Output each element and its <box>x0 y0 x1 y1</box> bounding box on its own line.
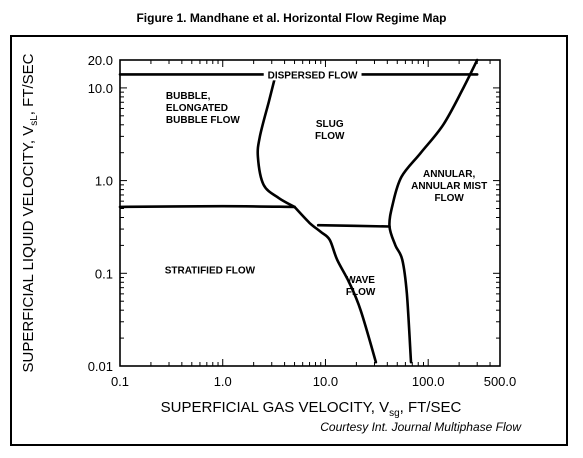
regime-boundary-line <box>316 223 391 228</box>
courtesy-note: Courtesy Int. Journal Multiphase Flow <box>320 420 522 434</box>
label-background <box>263 67 362 81</box>
y-tick-label: 20.0 <box>88 53 113 68</box>
x-tick-label: 10.0 <box>313 374 338 389</box>
x-axis-label: SUPERFICIAL GAS VELOCITY, Vsg, FT/SEC <box>161 399 462 419</box>
ticks-layer: 0.1 1.0 10.0 100.0 500.00.010.11.010.020.0 <box>88 53 517 389</box>
regime-label: FLOW <box>434 193 464 204</box>
x-tick-label: 100.0 <box>412 374 445 389</box>
x-tick-label: 1.0 <box>214 374 232 389</box>
regime-boundary-line <box>293 205 378 364</box>
y-tick-label: 0.1 <box>95 266 113 281</box>
regime-label: BUBBLE FLOW <box>166 115 240 126</box>
regime-label: SLUG <box>316 119 344 130</box>
regime-boundary-line <box>118 204 296 209</box>
regime-label: FLOW <box>315 131 345 142</box>
y-tick-label: 10.0 <box>88 81 113 96</box>
regime-label: ANNULAR MIST <box>411 181 487 192</box>
regime-label: ANNULAR, <box>423 169 475 180</box>
figure-title: Figure 1. Mandhane et al. Horizontal Flo… <box>136 11 447 25</box>
regime-boundary-line <box>388 58 479 364</box>
x-tick-label: 0.1 <box>111 374 129 389</box>
regime-label: BUBBLE, <box>166 91 211 102</box>
regime-boundary-line <box>256 77 296 209</box>
regime-label: STRATIFIED FLOW <box>165 265 256 276</box>
y-tick-label: 0.01 <box>88 359 113 374</box>
y-tick-label: 1.0 <box>95 174 113 189</box>
x-tick-label: 500.0 <box>484 374 517 389</box>
regime-label: DISPERSED FLOW <box>268 70 359 81</box>
regime-label: WAVE <box>346 275 375 286</box>
regime-label: FLOW <box>346 287 376 298</box>
figure-frame <box>10 35 568 446</box>
y-axis-label: SUPERFICIAL LIQUID VELOCITY, VsL, FT/SEC <box>20 53 40 372</box>
regime-label: ELONGATED <box>166 103 228 114</box>
